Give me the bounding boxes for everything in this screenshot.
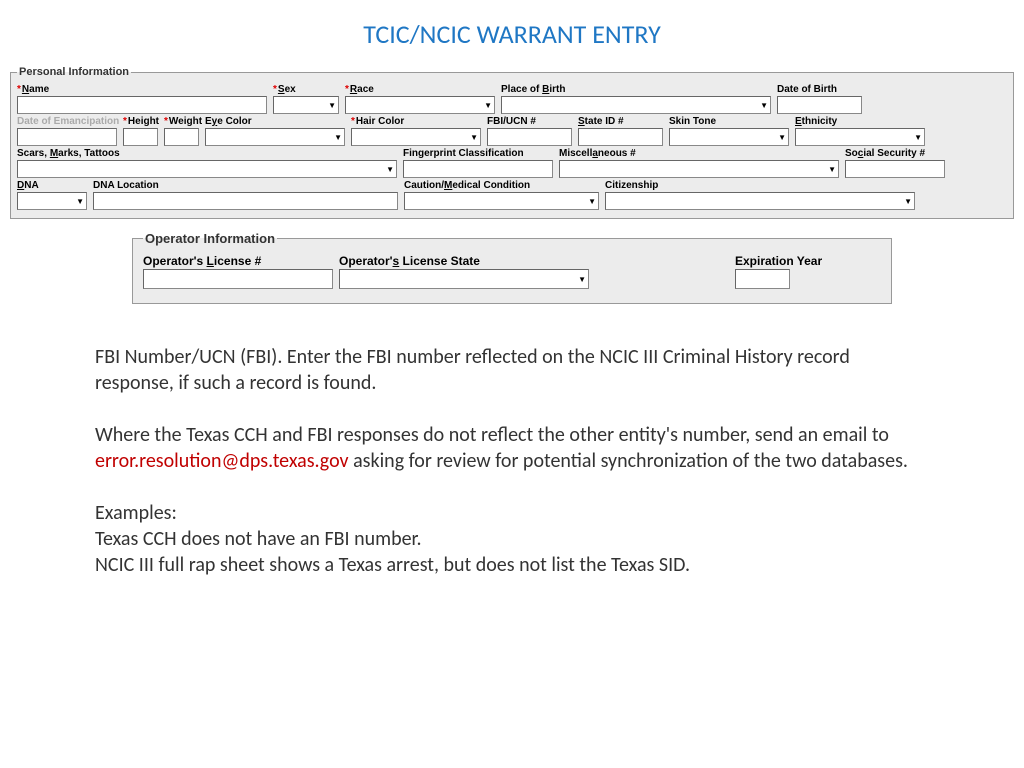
haircolor-label: Hair Color xyxy=(356,116,404,127)
fbiucn-label: FBI/UCN # xyxy=(487,116,572,127)
smt-label: Scars, Marks, Tattoos xyxy=(17,148,120,159)
example-2: NCIC III full rap sheet shows a Texas ar… xyxy=(95,552,929,578)
name-label: ame xyxy=(29,84,49,95)
misc-select[interactable]: ▼ xyxy=(559,160,839,178)
height-input[interactable] xyxy=(123,128,158,146)
ethnicity-label: Ethnicity xyxy=(795,116,837,127)
height-label: Height xyxy=(128,116,159,127)
operator-row: Operator's License # Operator's License … xyxy=(143,254,881,289)
example-1: Texas CCH does not have an FBI number. xyxy=(95,526,929,552)
ethnicity-select[interactable]: ▼ xyxy=(795,128,925,146)
eyecolor-label: Eye Color xyxy=(205,116,252,127)
fbiucn-input[interactable] xyxy=(487,128,572,146)
paragraph-1: FBI Number/UCN (FBI). Enter the FBI numb… xyxy=(95,344,929,396)
emancipation-label: Date of Emancipation xyxy=(17,116,119,127)
pob-label: Place of Birth xyxy=(501,84,565,95)
p2-pre: Where the Texas CCH and FBI responses do… xyxy=(95,423,889,447)
fingerprint-label: Fingerprint Classification xyxy=(403,148,553,159)
license-state-label: Operator's License State xyxy=(339,254,480,268)
eyecolor-select[interactable]: ▼ xyxy=(205,128,345,146)
paragraph-2: Where the Texas CCH and FBI responses do… xyxy=(95,422,929,474)
exp-year-input[interactable] xyxy=(735,269,790,289)
emancipation-input[interactable] xyxy=(17,128,117,146)
skintone-select[interactable]: ▼ xyxy=(669,128,789,146)
page-title: TCIC/NCIC WARRANT ENTRY xyxy=(0,0,1024,62)
race-label: ace xyxy=(357,84,374,95)
examples-heading: Examples: xyxy=(95,500,929,526)
operator-info-panel: Operator Information Operator's License … xyxy=(132,231,892,304)
exp-year-label: Expiration Year xyxy=(735,254,790,268)
smt-select[interactable]: ▼ xyxy=(17,160,397,178)
personal-legend: Personal Information xyxy=(17,66,131,78)
sex-select[interactable]: ▼ xyxy=(273,96,339,114)
pob-select[interactable]: ▼ xyxy=(501,96,771,114)
body-text: FBI Number/UCN (FBI). Enter the FBI numb… xyxy=(95,344,929,578)
dob-input[interactable] xyxy=(777,96,862,114)
personal-row-4: DNA ▼ DNA Location Caution/Medical Condi… xyxy=(17,180,1007,210)
caution-select[interactable]: ▼ xyxy=(404,192,599,210)
weight-label: Weight xyxy=(169,116,202,127)
citizenship-label: Citizenship xyxy=(605,180,915,191)
ssn-label: Social Security # xyxy=(845,148,925,159)
sex-label: ex xyxy=(285,84,296,95)
haircolor-select[interactable]: ▼ xyxy=(351,128,481,146)
name-input[interactable] xyxy=(17,96,267,114)
ssn-input[interactable] xyxy=(845,160,945,178)
caution-label: Caution/Medical Condition xyxy=(404,180,530,191)
race-select[interactable]: ▼ xyxy=(345,96,495,114)
operator-legend: Operator Information xyxy=(143,231,277,246)
stateid-label: State ID # xyxy=(578,116,624,127)
dna-select[interactable]: ▼ xyxy=(17,192,87,210)
weight-input[interactable] xyxy=(164,128,199,146)
personal-row-1: *Name *Sex ▼ *Race ▼ Place of Birth ▼ Da… xyxy=(17,84,1007,114)
p2-post: asking for review for potential synchron… xyxy=(349,449,908,473)
license-label: Operator's License # xyxy=(143,254,261,268)
citizenship-select[interactable]: ▼ xyxy=(605,192,915,210)
license-input[interactable] xyxy=(143,269,333,289)
license-state-select[interactable]: ▼ xyxy=(339,269,589,289)
fingerprint-input[interactable] xyxy=(403,160,553,178)
email-link: error.resolution@dps.texas.gov xyxy=(95,449,349,473)
dnaloc-input[interactable] xyxy=(93,192,398,210)
skintone-label: Skin Tone xyxy=(669,116,789,127)
misc-label: Miscellaneous # xyxy=(559,148,636,159)
personal-row-2: Date of Emancipation *Height *Weight Eye… xyxy=(17,116,1007,146)
personal-info-panel: Personal Information *Name *Sex ▼ *Race … xyxy=(10,66,1014,219)
dob-label: Date of Birth xyxy=(777,84,862,95)
dna-label: DNA xyxy=(17,180,39,191)
dnaloc-label: DNA Location xyxy=(93,180,398,191)
stateid-input[interactable] xyxy=(578,128,663,146)
personal-row-3: Scars, Marks, Tattoos ▼ Fingerprint Clas… xyxy=(17,148,1007,178)
